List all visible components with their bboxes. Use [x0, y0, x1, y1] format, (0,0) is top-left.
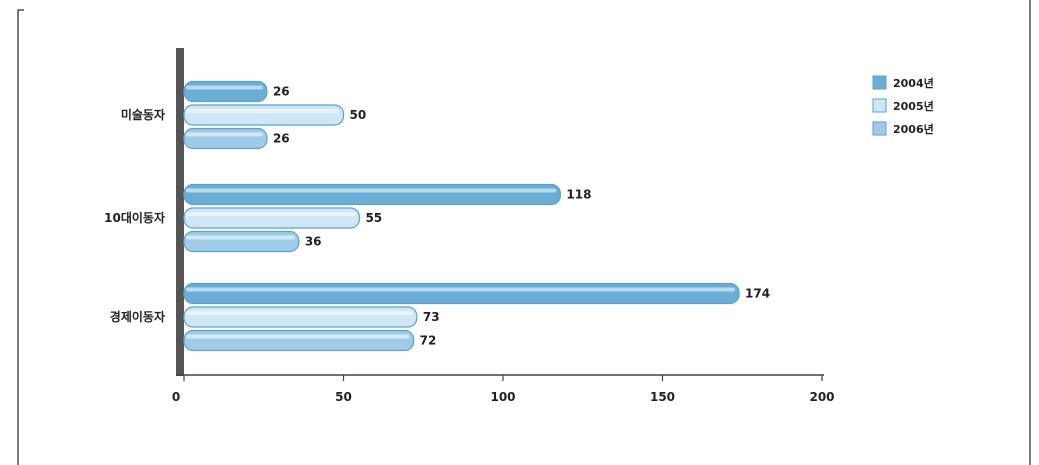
bar: [183, 329, 415, 352]
category-label: 미술동자: [121, 107, 165, 122]
bar: [183, 207, 361, 229]
bar-highlight: [186, 212, 356, 216]
x-tick-label: 150: [650, 390, 675, 404]
x-tick-label: 200: [809, 390, 834, 404]
value-label: 26: [273, 132, 290, 146]
category-label: 경제이동자: [110, 309, 165, 324]
bar-highlight: [186, 235, 295, 240]
bar-highlight: [186, 334, 410, 339]
bar: [183, 306, 418, 328]
value-label: 174: [745, 287, 770, 301]
value-label: 73: [423, 310, 440, 324]
bar-highlight: [186, 287, 736, 292]
x-tick-label: 0: [172, 390, 180, 404]
bar: [183, 282, 740, 305]
plot-area: 0 50 100 150 200 미술동자 26 50 26 10대이동자 118 55 36 경제이동자…: [104, 48, 835, 404]
bar: [183, 230, 300, 253]
y-axis-bar: [176, 48, 184, 376]
legend-label: 2006년: [893, 122, 934, 136]
legend: 2004년 2005년 2006년: [872, 75, 934, 136]
bar-highlight: [186, 85, 263, 90]
bar-highlight: [186, 311, 413, 315]
value-label: 72: [420, 334, 437, 348]
legend-swatch: [872, 121, 887, 136]
value-label: 36: [305, 235, 322, 249]
legend-label: 2005년: [893, 99, 934, 113]
value-label: 118: [566, 188, 591, 202]
bar: [183, 183, 562, 206]
bar-highlight: [186, 109, 340, 113]
bar: [183, 80, 268, 103]
value-label: 55: [365, 211, 382, 225]
legend-label: 2004년: [893, 76, 934, 90]
legend-swatch: [872, 98, 887, 113]
category-label: 10대이동자: [104, 210, 165, 225]
bar-highlight: [186, 188, 557, 193]
bar-highlight: [186, 132, 263, 137]
x-tick-label: 100: [490, 390, 515, 404]
bar: [183, 127, 268, 150]
legend-swatch: [872, 75, 887, 90]
value-label: 26: [273, 85, 290, 99]
value-label: 50: [350, 108, 367, 122]
x-tick-label: 50: [335, 390, 352, 404]
bar: [183, 104, 345, 126]
